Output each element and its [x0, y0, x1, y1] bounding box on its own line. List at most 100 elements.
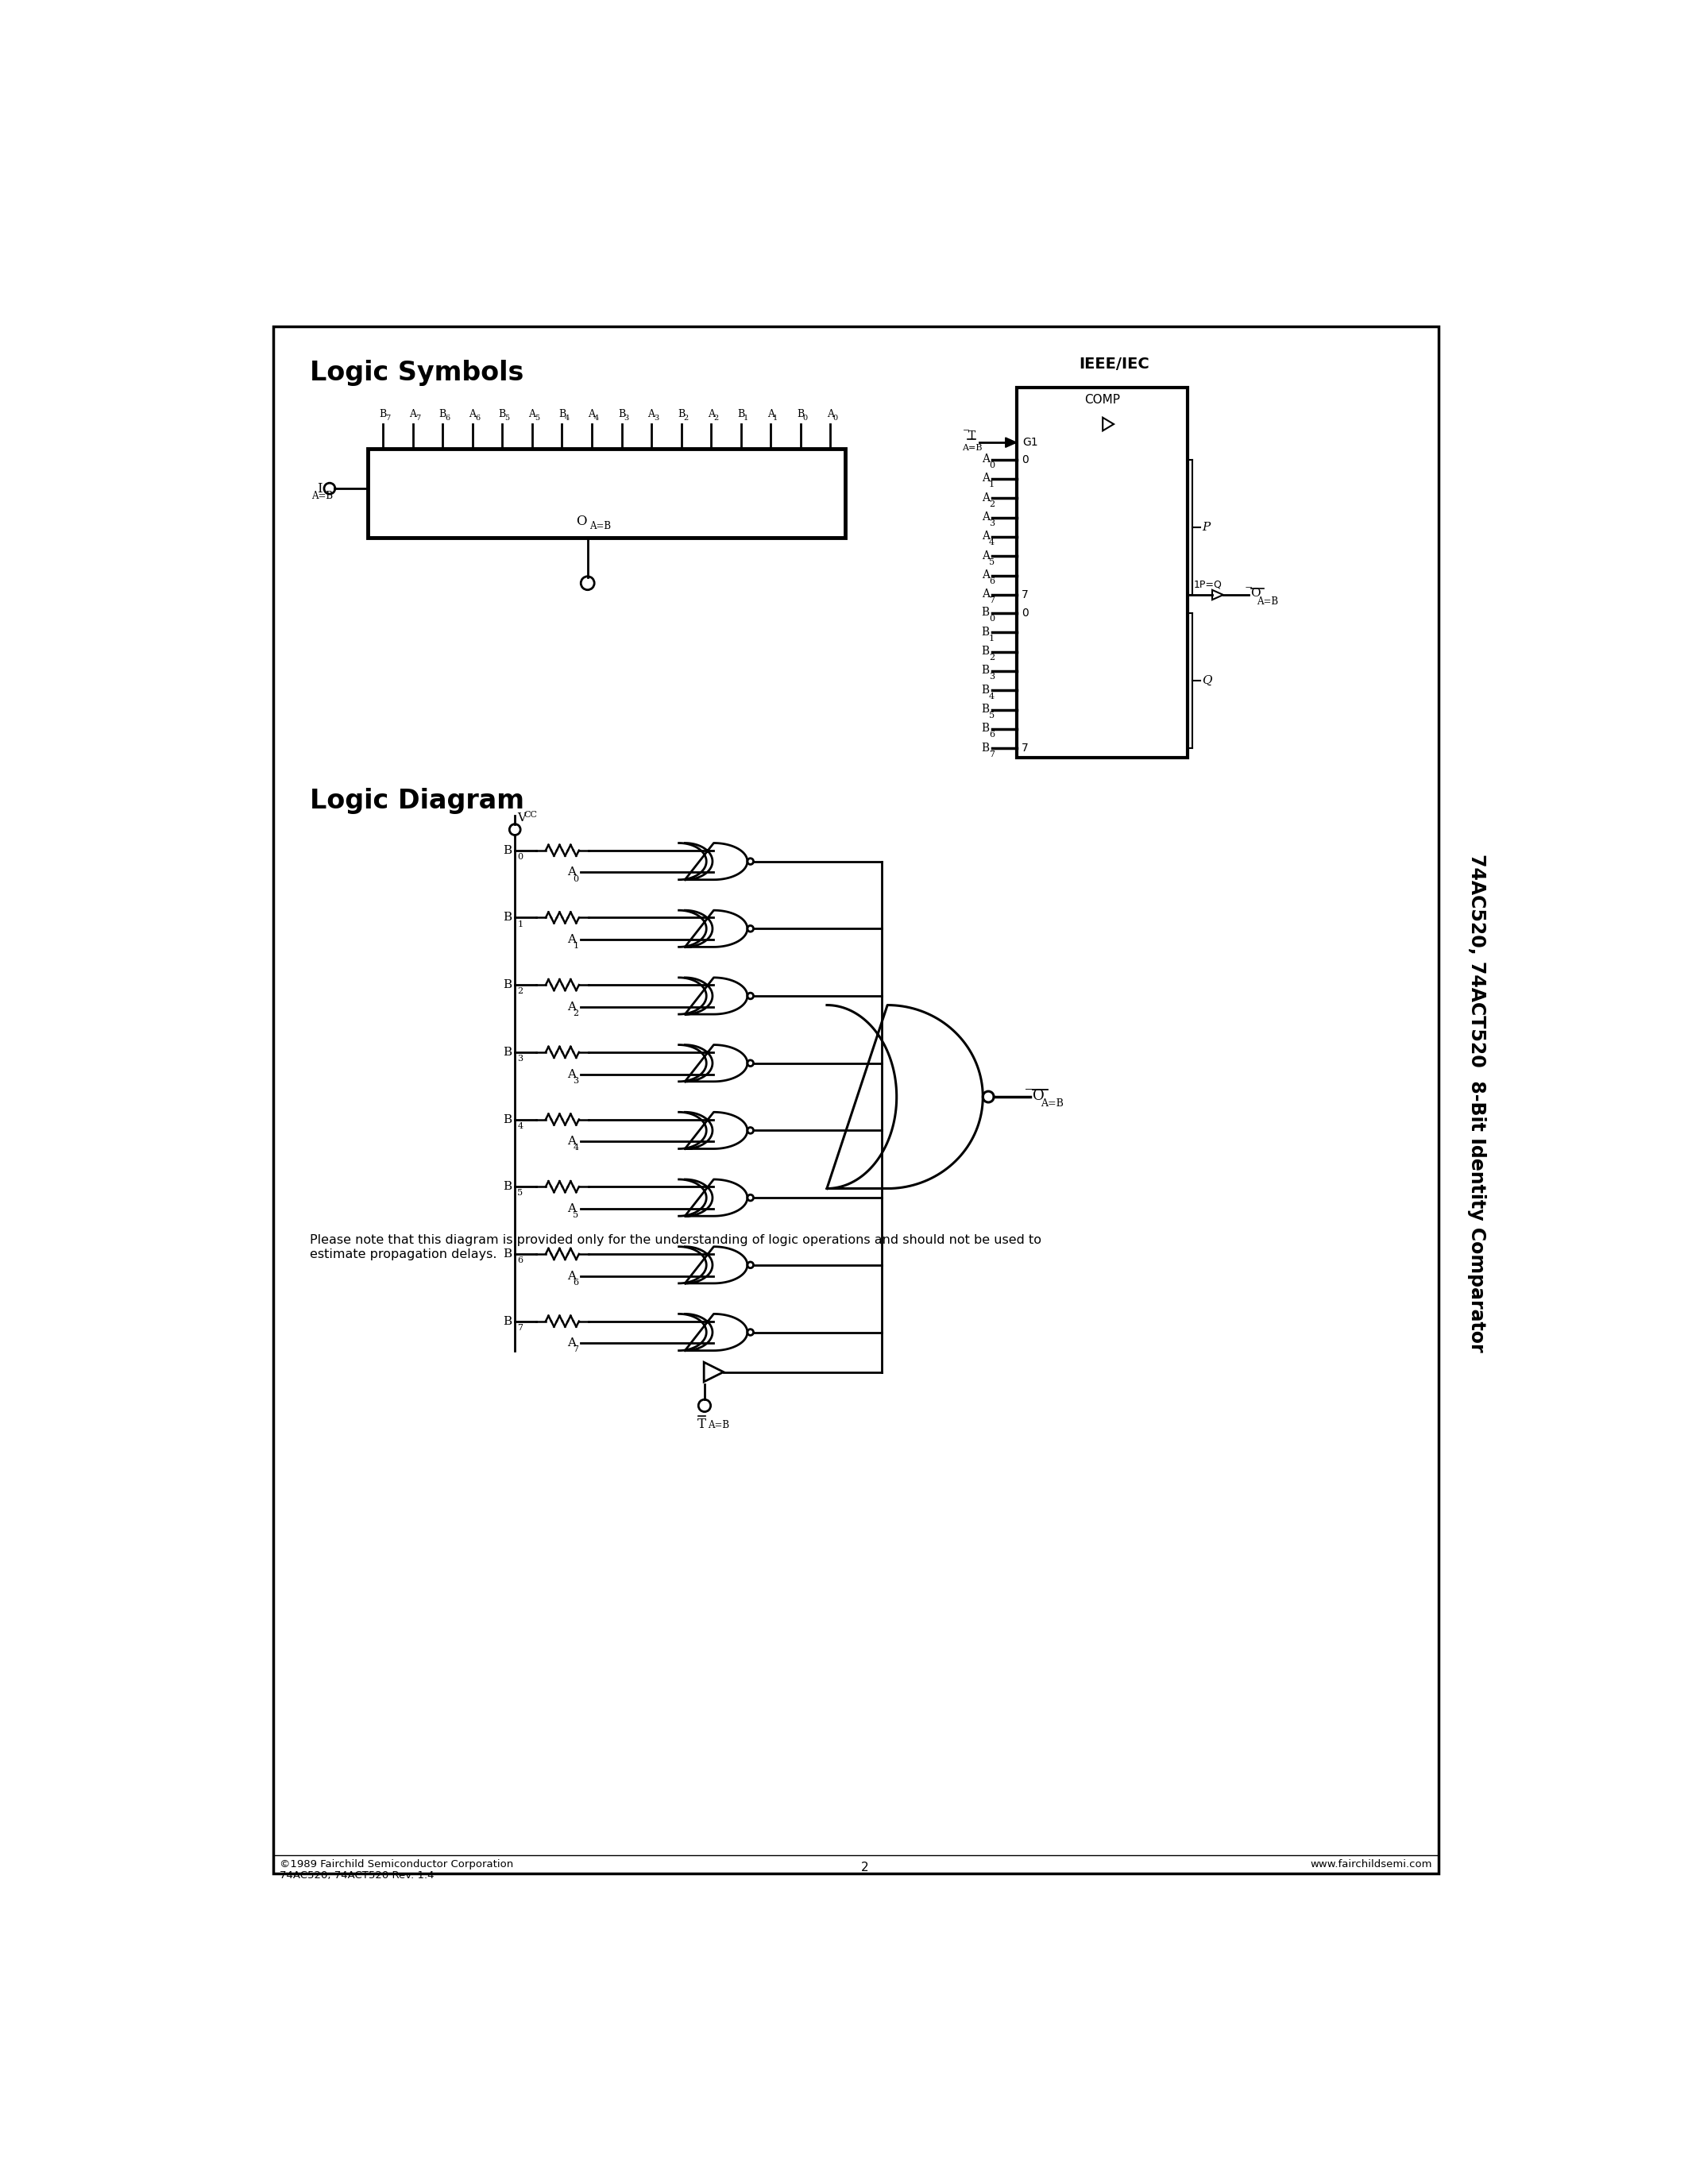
Text: A: A: [707, 408, 714, 419]
Text: 5: 5: [989, 712, 994, 719]
Text: 7: 7: [415, 415, 420, 422]
Text: T: T: [697, 1417, 706, 1431]
Text: 4: 4: [989, 539, 994, 546]
Bar: [273, 325, 1438, 1874]
Text: 1: 1: [572, 941, 579, 950]
Text: A=B: A=B: [962, 443, 982, 452]
Bar: [368, 448, 846, 537]
Text: 5: 5: [989, 559, 994, 566]
Text: A: A: [567, 1337, 576, 1350]
Text: A=B: A=B: [589, 520, 611, 531]
Text: ̅O: ̅O: [1033, 1088, 1045, 1103]
Text: B: B: [981, 723, 989, 734]
Text: 3: 3: [989, 673, 994, 681]
Text: ̅T: ̅T: [969, 430, 977, 441]
Text: A: A: [982, 511, 989, 522]
Text: A: A: [587, 408, 596, 419]
Text: A: A: [982, 590, 989, 601]
Text: B: B: [503, 1249, 511, 1260]
Text: A: A: [567, 1000, 576, 1013]
Text: B: B: [503, 978, 511, 992]
Text: 4: 4: [989, 692, 994, 701]
Text: B: B: [981, 684, 989, 695]
Text: A: A: [982, 550, 989, 561]
Text: 2: 2: [714, 415, 719, 422]
Text: 5: 5: [518, 1188, 523, 1197]
Text: 6: 6: [989, 577, 994, 585]
Text: A: A: [567, 1068, 576, 1079]
Text: B: B: [503, 1046, 511, 1057]
Text: 7: 7: [989, 751, 994, 758]
Text: 3: 3: [572, 1077, 579, 1085]
Text: B: B: [503, 1315, 511, 1328]
Text: ̅O: ̅O: [1251, 587, 1261, 598]
Text: 4: 4: [572, 1144, 579, 1151]
Text: 7: 7: [1021, 743, 1028, 753]
Text: 7: 7: [385, 415, 390, 422]
Text: B: B: [380, 408, 387, 419]
Text: A: A: [982, 472, 989, 485]
Text: 7: 7: [1021, 590, 1028, 601]
Text: 5: 5: [535, 415, 540, 422]
Text: A: A: [567, 935, 576, 946]
Text: A: A: [567, 1136, 576, 1147]
Text: 0: 0: [989, 616, 994, 622]
Text: I: I: [317, 483, 322, 496]
Text: 0: 0: [572, 876, 579, 882]
Text: A: A: [982, 491, 989, 502]
Bar: [1016, 387, 1188, 758]
Text: A: A: [982, 454, 989, 465]
Text: 3: 3: [653, 415, 658, 422]
Text: B: B: [981, 627, 989, 638]
Text: A=B: A=B: [1258, 596, 1278, 607]
Text: 7: 7: [989, 596, 994, 605]
Text: 3: 3: [518, 1055, 523, 1064]
Text: A: A: [648, 408, 655, 419]
Text: 7: 7: [518, 1324, 523, 1332]
Text: CC: CC: [523, 810, 537, 819]
Text: 2: 2: [989, 500, 994, 509]
Text: COMP: COMP: [1084, 393, 1121, 406]
Text: A: A: [528, 408, 535, 419]
Text: B: B: [503, 845, 511, 856]
Text: Q: Q: [1202, 675, 1212, 686]
Text: B: B: [503, 1114, 511, 1125]
Text: 1P=Q: 1P=Q: [1193, 579, 1222, 590]
Text: B: B: [981, 607, 989, 618]
Text: O: O: [576, 515, 586, 529]
Text: 6: 6: [572, 1278, 579, 1286]
Text: 5: 5: [505, 415, 510, 422]
Text: B: B: [498, 408, 506, 419]
Text: 4: 4: [518, 1123, 523, 1129]
Text: V: V: [518, 812, 527, 823]
Text: 1: 1: [518, 919, 523, 928]
Text: 0: 0: [1021, 454, 1028, 465]
Text: Logic Diagram: Logic Diagram: [311, 788, 525, 815]
Text: A: A: [567, 1203, 576, 1214]
Text: Logic Symbols: Logic Symbols: [311, 360, 523, 387]
Text: 1: 1: [773, 415, 778, 422]
Text: B: B: [981, 664, 989, 677]
Text: 2: 2: [518, 987, 523, 996]
Text: 0: 0: [989, 461, 994, 470]
Text: B: B: [559, 408, 565, 419]
Text: A: A: [982, 531, 989, 542]
Text: www.fairchildsemi.com: www.fairchildsemi.com: [1310, 1859, 1433, 1870]
Text: G1: G1: [1023, 437, 1038, 448]
Text: 6: 6: [474, 415, 479, 422]
Text: A=B: A=B: [312, 491, 333, 502]
Text: 0: 0: [518, 852, 523, 860]
Text: B: B: [618, 408, 625, 419]
Text: 3: 3: [989, 520, 994, 526]
Text: 3: 3: [625, 415, 630, 422]
Text: B: B: [981, 743, 989, 753]
Text: 2: 2: [684, 415, 689, 422]
Text: P: P: [1202, 522, 1210, 533]
Text: 74AC520, 74ACT520 Rev. 1.4: 74AC520, 74ACT520 Rev. 1.4: [280, 1870, 434, 1880]
Text: A: A: [567, 867, 576, 878]
Text: A: A: [469, 408, 476, 419]
Text: B: B: [738, 408, 744, 419]
Text: B: B: [503, 913, 511, 924]
Text: 6: 6: [446, 415, 451, 422]
Polygon shape: [1006, 437, 1016, 448]
